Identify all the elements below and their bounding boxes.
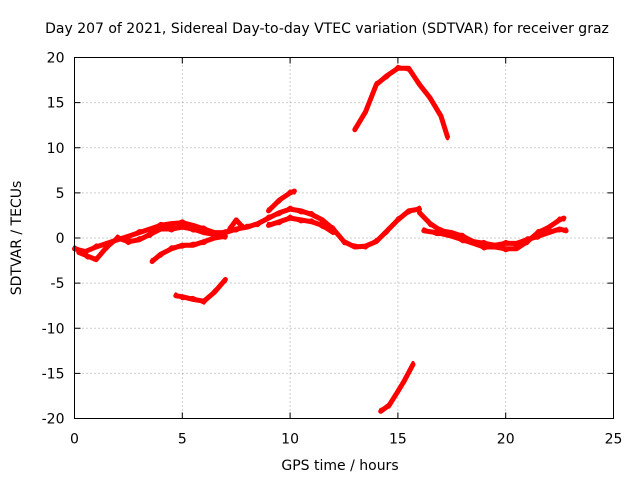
y-tick-label: 20 — [47, 51, 65, 67]
series-arc-lower — [149, 233, 228, 264]
y-tick-label: 5 — [56, 186, 65, 202]
x-tick-label: 15 — [389, 432, 407, 448]
plot-frame — [74, 57, 614, 419]
series-arc-main-1-noise — [73, 205, 421, 255]
data-series — [72, 64, 569, 414]
chart-title: Day 207 of 2021, Sidereal Day-to-day VTE… — [45, 21, 609, 37]
axis-ticks: 0 5 10 15 20 25 -20 -15 -10 -5 0 5 10 15 20 — [42, 51, 623, 448]
series-arc-main-3-noise — [267, 214, 335, 233]
y-tick-label: -5 — [51, 276, 65, 292]
x-tick-label: 10 — [281, 432, 299, 448]
series-arc-main-3 — [266, 215, 336, 236]
series-arc-mid-low-noise — [174, 280, 227, 305]
series-arc-lower-noise — [150, 234, 227, 261]
series-arc-tail-2-noise — [422, 216, 566, 253]
y-tick-label: -15 — [42, 366, 65, 382]
x-tick-label: 5 — [178, 432, 187, 448]
series-arc-main-2-noise — [77, 223, 217, 260]
series-arc-short-1-noise — [228, 220, 245, 229]
series-arc-bottom-noise — [379, 360, 415, 411]
y-tick-label: 10 — [47, 141, 65, 157]
y-axis-label: SDTVAR / TECUs — [9, 181, 25, 296]
grid — [74, 57, 614, 419]
series-arc-main-4-noise — [267, 189, 296, 211]
y-tick-label: 0 — [56, 231, 65, 247]
y-tick-label: 15 — [47, 96, 65, 112]
x-axis-label: GPS time / hours — [281, 458, 398, 474]
series-arc-high-noise — [353, 64, 449, 141]
y-tick-label: -20 — [42, 412, 65, 428]
x-tick-label: 0 — [70, 432, 79, 448]
y-tick-label: -10 — [42, 321, 65, 337]
x-tick-label: 25 — [605, 432, 623, 448]
x-tick-label: 20 — [497, 432, 515, 448]
